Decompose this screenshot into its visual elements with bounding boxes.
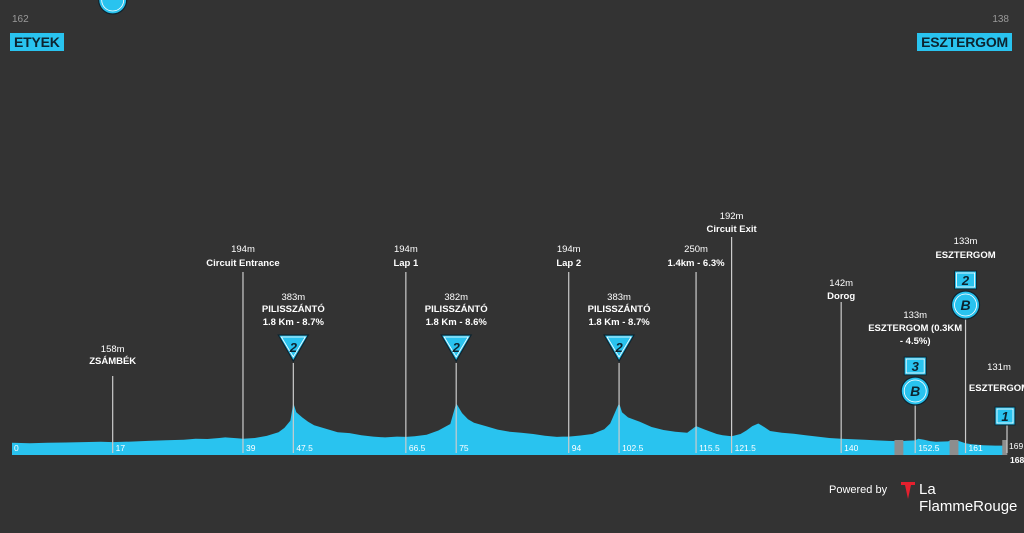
brand-name: La FlammeRouge bbox=[919, 481, 1024, 515]
kom-triangle-inner-7 bbox=[606, 336, 632, 358]
cat-box-icon-11 bbox=[903, 356, 927, 376]
tick-label-115.5: 115.5 bbox=[699, 443, 720, 453]
cat-box-inner-11 bbox=[905, 358, 925, 374]
kom-category-label-3: 2 bbox=[289, 340, 298, 355]
cat-box-label-12: 2 bbox=[961, 273, 970, 288]
cat-box-label-11: 3 bbox=[912, 359, 920, 374]
tick-label-17: 17 bbox=[116, 443, 126, 453]
profile-area bbox=[12, 403, 1007, 455]
marker-sub-label-3: 1.8 Km - 8.7% bbox=[263, 317, 325, 328]
finish-box-inner bbox=[996, 408, 1014, 424]
marker-label-13: ESZTERGOM bbox=[969, 383, 1024, 394]
marker-altitude-13: 131m bbox=[987, 362, 1011, 373]
tick-label-0: 0 bbox=[14, 443, 19, 453]
bonus-circle-icon-12 bbox=[950, 290, 981, 320]
marker-altitude-8: 250m bbox=[684, 244, 708, 255]
marker-sub-label-7: 1.8 Km - 8.7% bbox=[588, 317, 650, 328]
kom-triangle-icon-7 bbox=[603, 334, 636, 363]
marker-altitude-9: 192m bbox=[720, 211, 744, 222]
tick-label-94: 94 bbox=[572, 443, 582, 453]
marker-label-3: PILISSZÁNTÓ bbox=[262, 303, 325, 315]
total-distance-label: 168 bbox=[1010, 455, 1024, 465]
kom-category-label-5: 2 bbox=[452, 340, 461, 355]
marker-label-1: ZSÁMBÉK bbox=[89, 356, 136, 367]
kom-triangle-icon-3 bbox=[277, 334, 310, 363]
marker-label-5: PILISSZÁNTÓ bbox=[425, 303, 488, 315]
marker-altitude-12: 133m bbox=[954, 236, 978, 247]
bonus-circle-icon-11 bbox=[900, 376, 930, 406]
kom-triangle-icon-5 bbox=[440, 334, 473, 363]
kom-category-label-7: 2 bbox=[614, 340, 623, 355]
marker-label-9: Circuit Exit bbox=[707, 224, 758, 235]
bonus-circle-inner-12 bbox=[954, 293, 977, 317]
cat-box-inner-12 bbox=[956, 272, 975, 288]
finish-town-label: ESZTERGOM bbox=[917, 33, 1012, 51]
marker-sub-label-5: 1.8 Km - 8.6% bbox=[426, 317, 488, 328]
flame-logo-icon bbox=[899, 480, 917, 500]
brand-name-part-1: La Flamme bbox=[919, 481, 974, 515]
marker-altitude-3: 383m bbox=[281, 292, 305, 303]
marker-sub-label-11: - 4.5%) bbox=[900, 336, 931, 347]
bonus-circle-inner-11 bbox=[903, 379, 927, 403]
finish-altitude: 138 bbox=[992, 14, 1009, 25]
finish-shade bbox=[1002, 440, 1008, 455]
kom-triangle-inner-5 bbox=[443, 336, 469, 358]
marker-label-2: Circuit Entrance bbox=[206, 258, 279, 269]
brand-name-part-2: Rouge bbox=[973, 498, 1018, 515]
marker-altitude-2: 194m bbox=[231, 244, 255, 255]
marker-label-6: Lap 2 bbox=[556, 258, 581, 269]
marker-altitude-7: 383m bbox=[607, 292, 631, 303]
tick-label-47.5: 47.5 bbox=[296, 443, 313, 453]
tick-label-169: 169 bbox=[1009, 441, 1023, 451]
climb-shade-1 bbox=[894, 440, 904, 455]
marker-label-7: PILISSZÁNTÓ bbox=[588, 303, 651, 315]
start-altitude: 162 bbox=[12, 14, 29, 25]
bonus-circle-icon-1 bbox=[98, 0, 128, 15]
marker-label-11: ESZTERGOM (0.3KM bbox=[868, 323, 962, 334]
tick-label-102.5: 102.5 bbox=[622, 443, 644, 453]
marker-label-12: ESZTERGOM bbox=[935, 250, 995, 261]
powered-by-text: Powered by bbox=[829, 484, 888, 496]
marker-altitude-5: 382m bbox=[444, 292, 468, 303]
marker-altitude-1: 158m bbox=[101, 344, 125, 355]
marker-altitude-11: 133m bbox=[903, 310, 927, 321]
marker-altitude-4: 194m bbox=[394, 244, 418, 255]
finish-box-icon bbox=[994, 406, 1016, 426]
bonus-sprint-label-11: B bbox=[910, 383, 920, 399]
climb-shade-2 bbox=[949, 440, 959, 455]
tick-label-66.5: 66.5 bbox=[409, 443, 426, 453]
marker-label-8: 1.4km - 6.3% bbox=[668, 258, 726, 269]
bonus-sprint-label-12: B bbox=[960, 297, 970, 313]
tick-label-140: 140 bbox=[844, 443, 858, 453]
marker-label-4: Lap 1 bbox=[393, 258, 419, 269]
tick-label-39: 39 bbox=[246, 443, 256, 453]
tick-label-152.5: 152.5 bbox=[918, 443, 940, 453]
cat-box-icon-12 bbox=[954, 270, 978, 290]
start-town-label: ETYEK bbox=[10, 33, 64, 51]
finish-box-label: 1 bbox=[1001, 409, 1008, 424]
marker-altitude-10: 142m bbox=[829, 278, 853, 289]
bonus-sprint-label-1: B bbox=[108, 0, 118, 3]
kom-triangle-inner-3 bbox=[280, 336, 307, 358]
marker-altitude-6: 194m bbox=[557, 244, 581, 255]
tick-label-161: 161 bbox=[969, 443, 983, 453]
bonus-circle-inner-1 bbox=[101, 0, 125, 12]
marker-label-10: Dorog bbox=[827, 291, 855, 302]
tick-label-75: 75 bbox=[459, 443, 469, 453]
tick-label-121.5: 121.5 bbox=[735, 443, 757, 453]
